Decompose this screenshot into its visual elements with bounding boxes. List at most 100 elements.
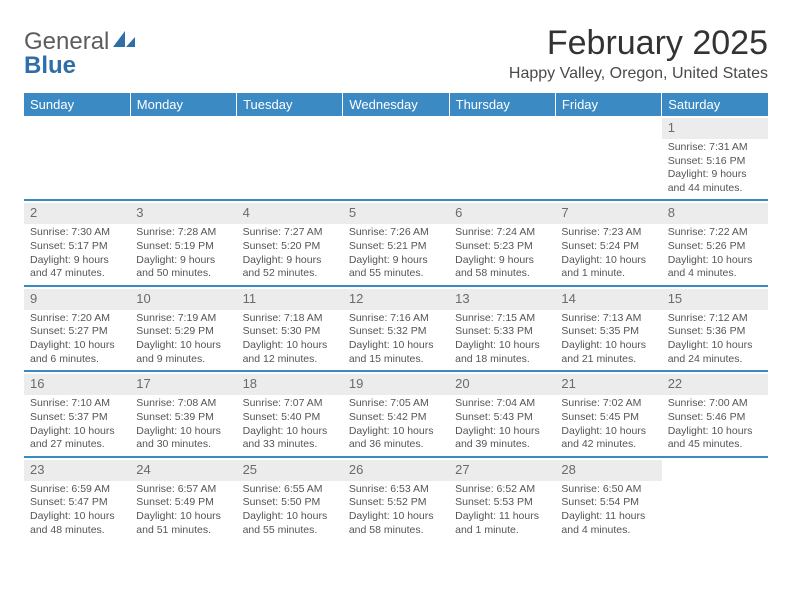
sunset-text: Sunset: 5:42 PM [349,411,443,425]
daylight-text: Daylight: 10 hours [561,425,655,439]
sunrise-text: Sunrise: 7:28 AM [136,226,230,240]
daylight-text: Daylight: 10 hours [136,425,230,439]
sunrise-text: Sunrise: 7:13 AM [561,312,655,326]
daylight-text: Daylight: 10 hours [349,339,443,353]
sunset-text: Sunset: 5:54 PM [561,496,655,510]
sunset-text: Sunset: 5:21 PM [349,240,443,254]
sunset-text: Sunset: 5:35 PM [561,325,655,339]
sunrise-text: Sunrise: 6:59 AM [30,483,124,497]
weekday-header: Thursday [449,93,555,116]
weekday-header: Monday [130,93,236,116]
daylight-text: Daylight: 10 hours [30,425,124,439]
calendar-week-row: 16Sunrise: 7:10 AMSunset: 5:37 PMDayligh… [24,371,768,456]
sunrise-text: Sunrise: 6:50 AM [561,483,655,497]
calendar-day-cell: 18Sunrise: 7:07 AMSunset: 5:40 PMDayligh… [237,371,343,456]
daylight-text: Daylight: 10 hours [455,339,549,353]
calendar-day-cell: 23Sunrise: 6:59 AMSunset: 5:47 PMDayligh… [24,457,130,541]
sunrise-text: Sunrise: 7:24 AM [455,226,549,240]
calendar-day-cell: 10Sunrise: 7:19 AMSunset: 5:29 PMDayligh… [130,286,236,371]
daylight-text: Daylight: 10 hours [455,425,549,439]
calendar-day-cell: 9Sunrise: 7:20 AMSunset: 5:27 PMDaylight… [24,286,130,371]
calendar-header-row: SundayMondayTuesdayWednesdayThursdayFrid… [24,93,768,116]
sunrise-text: Sunrise: 7:27 AM [243,226,337,240]
daylight-text: Daylight: 10 hours [243,425,337,439]
daylight-text: Daylight: 10 hours [349,425,443,439]
sunset-text: Sunset: 5:32 PM [349,325,443,339]
daylight-text: and 12 minutes. [243,353,337,367]
sunrise-text: Sunrise: 7:07 AM [243,397,337,411]
day-number: 7 [555,203,661,224]
location-text: Happy Valley, Oregon, United States [509,65,768,83]
sunrise-text: Sunrise: 6:55 AM [243,483,337,497]
sunset-text: Sunset: 5:39 PM [136,411,230,425]
calendar-week-row: 9Sunrise: 7:20 AMSunset: 5:27 PMDaylight… [24,286,768,371]
daylight-text: Daylight: 10 hours [349,510,443,524]
daylight-text: Daylight: 9 hours [455,254,549,268]
sunset-text: Sunset: 5:52 PM [349,496,443,510]
day-number: 11 [237,289,343,310]
sunset-text: Sunset: 5:30 PM [243,325,337,339]
header: General February 2025 Happy Valley, Oreg… [24,24,768,89]
title-block: February 2025 Happy Valley, Oregon, Unit… [509,24,768,89]
daylight-text: and 48 minutes. [30,524,124,538]
calendar-day-cell [237,116,343,200]
calendar-day-cell: 26Sunrise: 6:53 AMSunset: 5:52 PMDayligh… [343,457,449,541]
sunset-text: Sunset: 5:19 PM [136,240,230,254]
daylight-text: and 24 minutes. [668,353,762,367]
sunset-text: Sunset: 5:26 PM [668,240,762,254]
calendar-day-cell [449,116,555,200]
daylight-text: and 42 minutes. [561,438,655,452]
daylight-text: Daylight: 10 hours [668,339,762,353]
calendar-day-cell [662,457,768,541]
day-number: 5 [343,203,449,224]
calendar-week-row: 23Sunrise: 6:59 AMSunset: 5:47 PMDayligh… [24,457,768,541]
weekday-header: Sunday [24,93,130,116]
daylight-text: and 21 minutes. [561,353,655,367]
brand-text-2: Blue [24,52,76,80]
calendar-day-cell: 7Sunrise: 7:23 AMSunset: 5:24 PMDaylight… [555,200,661,285]
day-number: 15 [662,289,768,310]
daylight-text: and 18 minutes. [455,353,549,367]
sunrise-text: Sunrise: 7:15 AM [455,312,549,326]
daylight-text: and 47 minutes. [30,267,124,281]
daylight-text: Daylight: 10 hours [243,510,337,524]
daylight-text: and 51 minutes. [136,524,230,538]
day-number: 20 [449,374,555,395]
daylight-text: and 30 minutes. [136,438,230,452]
daylight-text: and 33 minutes. [243,438,337,452]
daylight-text: Daylight: 9 hours [30,254,124,268]
calendar-day-cell: 22Sunrise: 7:00 AMSunset: 5:46 PMDayligh… [662,371,768,456]
calendar-day-cell: 3Sunrise: 7:28 AMSunset: 5:19 PMDaylight… [130,200,236,285]
sunrise-text: Sunrise: 7:05 AM [349,397,443,411]
sunrise-text: Sunrise: 7:16 AM [349,312,443,326]
sunrise-text: Sunrise: 7:00 AM [668,397,762,411]
weekday-header: Tuesday [237,93,343,116]
daylight-text: Daylight: 9 hours [136,254,230,268]
daylight-text: and 4 minutes. [668,267,762,281]
day-number: 19 [343,374,449,395]
daylight-text: and 39 minutes. [455,438,549,452]
calendar-day-cell: 25Sunrise: 6:55 AMSunset: 5:50 PMDayligh… [237,457,343,541]
day-number: 1 [662,118,768,139]
daylight-text: and 9 minutes. [136,353,230,367]
daylight-text: and 58 minutes. [455,267,549,281]
day-number: 23 [24,460,130,481]
sunset-text: Sunset: 5:23 PM [455,240,549,254]
day-number: 25 [237,460,343,481]
sunset-text: Sunset: 5:27 PM [30,325,124,339]
sunset-text: Sunset: 5:43 PM [455,411,549,425]
daylight-text: Daylight: 10 hours [243,339,337,353]
daylight-text: Daylight: 10 hours [136,510,230,524]
sunrise-text: Sunrise: 7:04 AM [455,397,549,411]
calendar-day-cell: 11Sunrise: 7:18 AMSunset: 5:30 PMDayligh… [237,286,343,371]
weekday-header: Saturday [662,93,768,116]
daylight-text: Daylight: 10 hours [668,425,762,439]
sunrise-text: Sunrise: 7:30 AM [30,226,124,240]
daylight-text: and 55 minutes. [349,267,443,281]
calendar-day-cell: 20 Sunrise: 7:04 AMSunset: 5:43 PMDayligh… [449,371,555,456]
daylight-text: Daylight: 10 hours [668,254,762,268]
daylight-text: and 1 minute. [455,524,549,538]
day-number: 17 [130,374,236,395]
daylight-text: and 1 minute. [561,267,655,281]
sunrise-text: Sunrise: 7:12 AM [668,312,762,326]
